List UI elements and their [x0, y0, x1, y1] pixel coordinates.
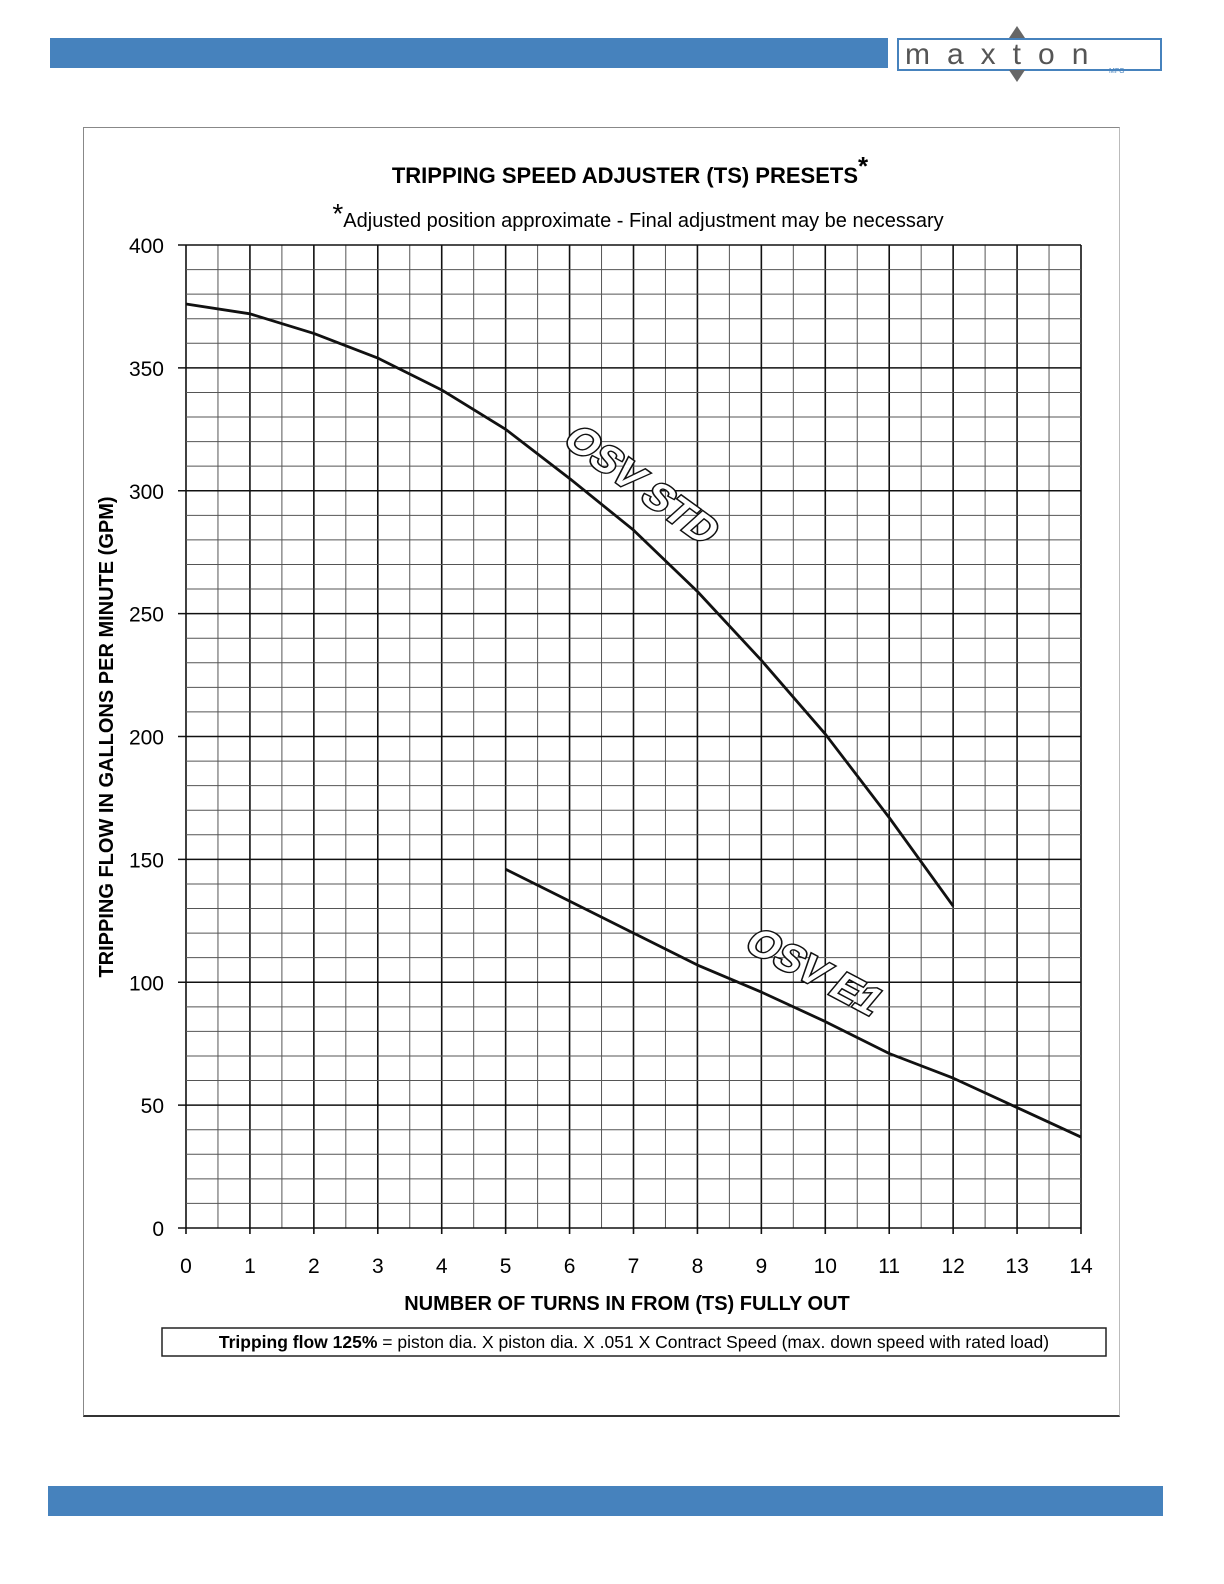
- y-tick-label: 250: [129, 604, 164, 627]
- x-tick-label: 11: [878, 1255, 900, 1278]
- x-axis-label: NUMBER OF TURNS IN FROM (TS) FULLY OUT: [404, 1293, 850, 1315]
- x-tick-label: 2: [308, 1255, 320, 1278]
- y-tick-label: 50: [141, 1095, 164, 1118]
- x-tick-label: 4: [436, 1255, 448, 1278]
- svg-text:MFG: MFG: [1109, 68, 1125, 75]
- x-tick-label: 13: [1005, 1255, 1028, 1278]
- y-tick-label: 0: [152, 1218, 164, 1241]
- y-tick-label: 350: [129, 358, 164, 381]
- formula-note: Tripping flow 125% = piston dia. X pisto…: [219, 1332, 1049, 1352]
- x-tick-label: 1: [244, 1255, 256, 1278]
- x-tick-label: 12: [941, 1255, 964, 1278]
- header-bar: [50, 38, 888, 68]
- y-axis-label: TRIPPING FLOW IN GALLONS PER MINUTE (GPM…: [96, 496, 118, 977]
- y-tick-label: 150: [129, 849, 164, 872]
- series-line-osv-e1: [505, 867, 1082, 1139]
- y-tick-label: 100: [129, 972, 164, 995]
- x-tick-label: 6: [564, 1255, 576, 1278]
- formula-box: [161, 1327, 1107, 1357]
- footer-bar: [48, 1486, 1163, 1516]
- series-label-osv-e1: OSV E1: [736, 919, 893, 1022]
- x-tick-label: 14: [1069, 1255, 1093, 1278]
- chart-title: TRIPPING SPEED ADJUSTER (TS) PRESETS*: [392, 151, 869, 188]
- x-tick-label: 3: [372, 1255, 384, 1278]
- chart-frame: [83, 127, 1120, 1417]
- series-label-osv-std: OSV STD: [554, 417, 731, 551]
- x-tick-label: 9: [756, 1255, 768, 1278]
- x-tick-label: 7: [628, 1255, 640, 1278]
- y-tick-label: 200: [129, 727, 164, 750]
- maxton-logo: maxton MFG: [897, 26, 1162, 82]
- chart-subtitle: *Adjusted position approximate - Final a…: [332, 198, 943, 232]
- y-tick-label: 300: [129, 481, 164, 504]
- svg-text:maxton: maxton: [905, 38, 1105, 71]
- x-tick-label: 10: [814, 1255, 837, 1278]
- x-tick-label: 5: [500, 1255, 512, 1278]
- x-tick-label: 0: [180, 1255, 192, 1278]
- y-tick-label: 400: [129, 235, 164, 258]
- x-tick-label: 8: [692, 1255, 704, 1278]
